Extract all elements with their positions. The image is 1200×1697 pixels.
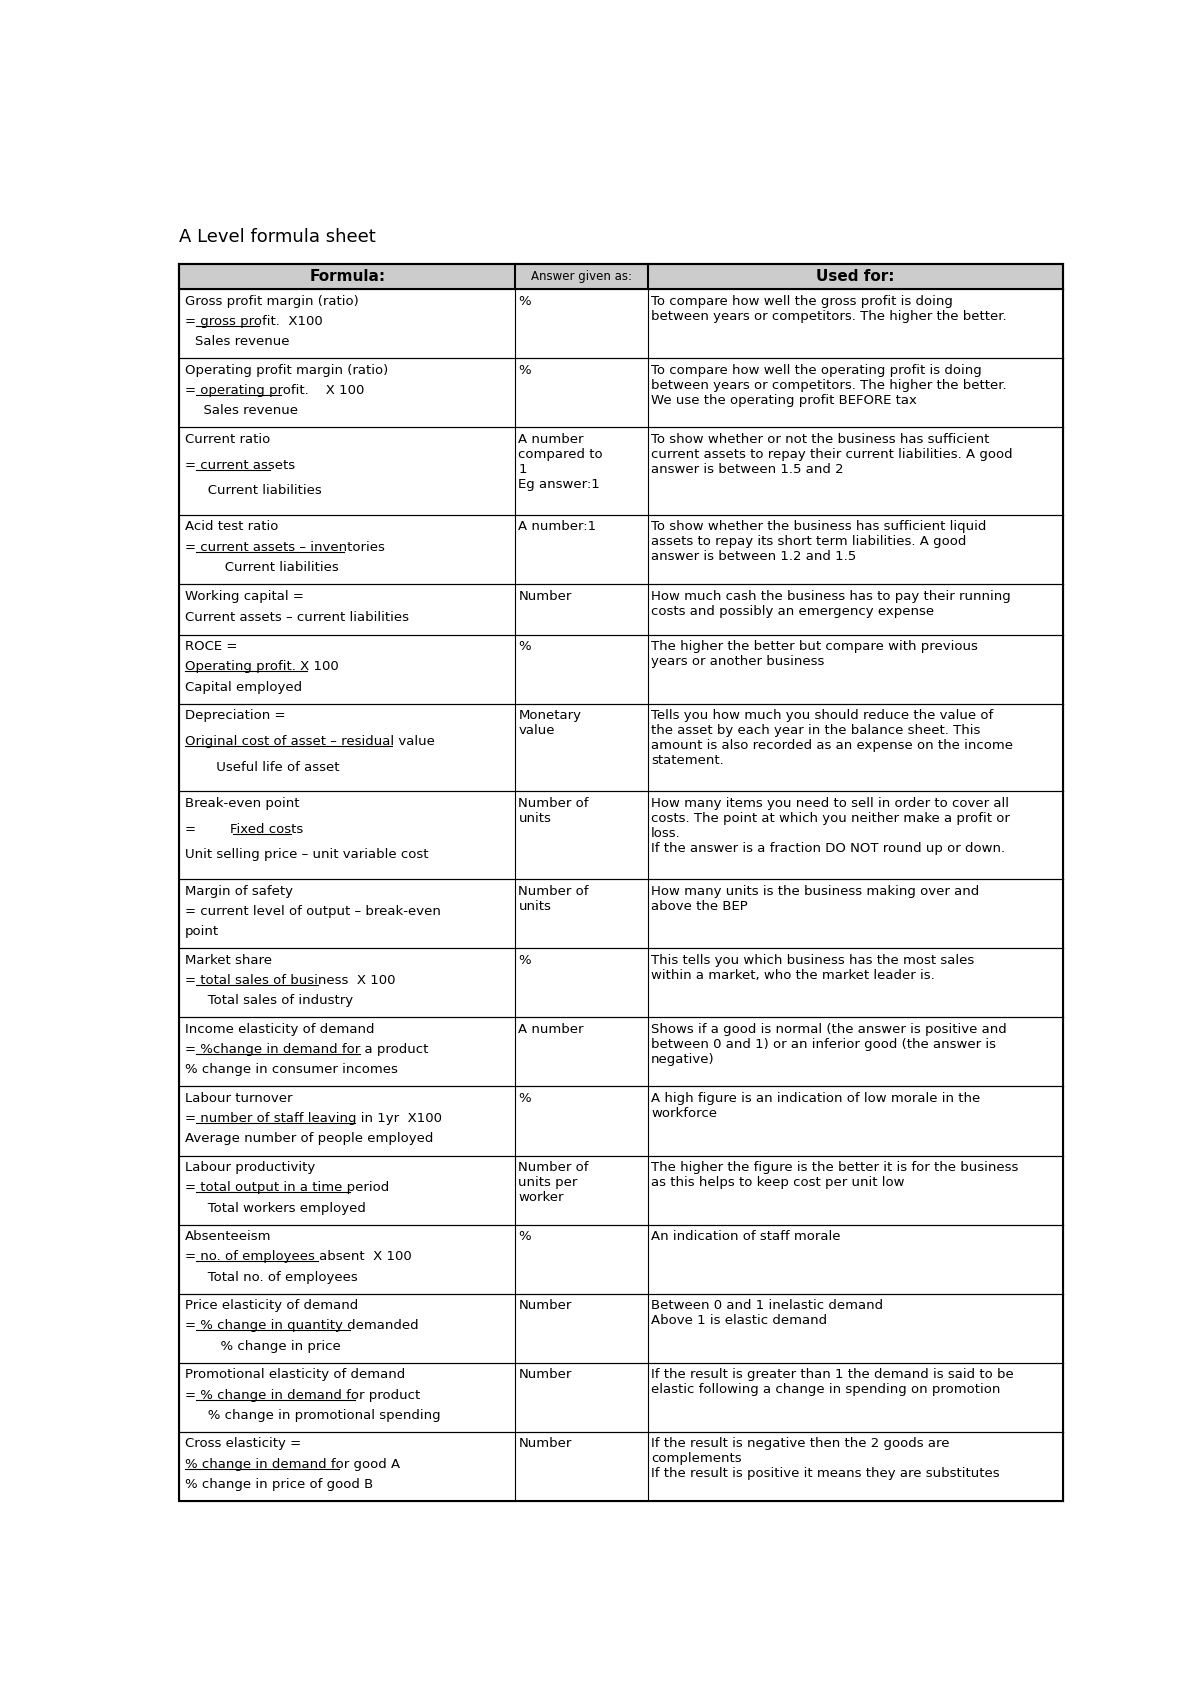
Text: To compare how well the operating profit is doing
between years or competitors. : To compare how well the operating profit…: [650, 363, 1007, 407]
Text: = number of staff leaving in 1yr  X100: = number of staff leaving in 1yr X100: [185, 1112, 442, 1125]
Text: Current assets – current liabilities: Current assets – current liabilities: [185, 611, 409, 623]
Text: A number
compared to
1
Eg answer:1: A number compared to 1 Eg answer:1: [518, 433, 604, 490]
Text: =        Fixed costs: = Fixed costs: [185, 823, 304, 835]
Text: = % change in quantity demanded: = % change in quantity demanded: [185, 1320, 419, 1332]
Text: Formula:: Formula:: [310, 268, 385, 283]
Text: Income elasticity of demand: Income elasticity of demand: [185, 1023, 374, 1035]
Text: Labour productivity: Labour productivity: [185, 1161, 316, 1174]
Text: Gross profit margin (ratio): Gross profit margin (ratio): [185, 295, 359, 307]
Text: Number: Number: [518, 1368, 572, 1381]
Text: Capital employed: Capital employed: [185, 680, 302, 694]
Text: Margin of safety: Margin of safety: [185, 884, 293, 898]
Text: Labour turnover: Labour turnover: [185, 1091, 293, 1105]
Text: %: %: [518, 363, 532, 377]
Text: This tells you which business has the most sales
within a market, who the market: This tells you which business has the mo…: [650, 954, 974, 981]
Text: Current ratio: Current ratio: [185, 433, 270, 446]
Text: %: %: [518, 1091, 532, 1105]
Text: Price elasticity of demand: Price elasticity of demand: [185, 1300, 358, 1312]
Text: Promotional elasticity of demand: Promotional elasticity of demand: [185, 1368, 406, 1381]
Text: Break-even point: Break-even point: [185, 798, 299, 809]
Text: Cross elasticity =: Cross elasticity =: [185, 1437, 301, 1451]
Text: Number: Number: [518, 589, 572, 602]
Text: The higher the better but compare with previous
years or another business: The higher the better but compare with p…: [650, 640, 978, 669]
Text: If the result is negative then the 2 goods are
complements
If the result is posi: If the result is negative then the 2 goo…: [650, 1437, 1000, 1480]
Text: ROCE =: ROCE =: [185, 640, 238, 653]
Text: The higher the figure is the better it is for the business
as this helps to keep: The higher the figure is the better it i…: [650, 1161, 1019, 1190]
Text: Between 0 and 1 inelastic demand
Above 1 is elastic demand: Between 0 and 1 inelastic demand Above 1…: [650, 1300, 883, 1327]
Text: Current liabilities: Current liabilities: [194, 484, 322, 497]
Text: Unit selling price – unit variable cost: Unit selling price – unit variable cost: [185, 848, 428, 862]
Text: % change in price: % change in price: [194, 1341, 341, 1353]
Text: % change in consumer incomes: % change in consumer incomes: [185, 1064, 397, 1076]
Text: = current level of output – break-even: = current level of output – break-even: [185, 905, 440, 918]
Text: = %change in demand for a product: = %change in demand for a product: [185, 1044, 428, 1056]
Text: Sales revenue: Sales revenue: [194, 336, 289, 348]
Text: To show whether the business has sufficient liquid
assets to repay its short ter: To show whether the business has suffici…: [650, 521, 986, 563]
Text: Shows if a good is normal (the answer is positive and
between 0 and 1) or an inf: Shows if a good is normal (the answer is…: [650, 1023, 1007, 1066]
Text: = total output in a time period: = total output in a time period: [185, 1181, 389, 1195]
Text: An indication of staff morale: An indication of staff morale: [650, 1230, 840, 1242]
Text: Original cost of asset – residual value: Original cost of asset – residual value: [185, 735, 434, 748]
Text: = current assets: = current assets: [185, 458, 295, 472]
Text: Sales revenue: Sales revenue: [194, 404, 298, 417]
Text: % change in promotional spending: % change in promotional spending: [194, 1409, 440, 1422]
Text: To show whether or not the business has sufficient
current assets to repay their: To show whether or not the business has …: [650, 433, 1013, 475]
Text: Used for:: Used for:: [816, 268, 894, 283]
Text: Number of
units per
worker: Number of units per worker: [518, 1161, 589, 1203]
Text: Operating profit. X 100: Operating profit. X 100: [185, 660, 338, 674]
Text: Market share: Market share: [185, 954, 272, 967]
Text: = no. of employees absent  X 100: = no. of employees absent X 100: [185, 1251, 412, 1263]
Text: % change in price of good B: % change in price of good B: [185, 1478, 373, 1492]
Text: How many items you need to sell in order to cover all
costs. The point at which : How many items you need to sell in order…: [650, 798, 1010, 855]
Text: Number: Number: [518, 1300, 572, 1312]
Text: To compare how well the gross profit is doing
between years or competitors. The : To compare how well the gross profit is …: [650, 295, 1007, 322]
Text: Absenteeism: Absenteeism: [185, 1230, 271, 1242]
Text: Operating profit margin (ratio): Operating profit margin (ratio): [185, 363, 388, 377]
Text: Total no. of employees: Total no. of employees: [194, 1271, 358, 1283]
Text: point: point: [185, 925, 220, 938]
Text: %: %: [518, 1230, 532, 1242]
Text: Number of
units: Number of units: [518, 884, 589, 913]
Text: Number: Number: [518, 1437, 572, 1451]
Text: Useful life of asset: Useful life of asset: [194, 760, 340, 774]
Text: How many units is the business making over and
above the BEP: How many units is the business making ov…: [650, 884, 979, 913]
Bar: [180, 263, 1063, 288]
Text: Depreciation =: Depreciation =: [185, 709, 286, 723]
Text: = gross profit.  X100: = gross profit. X100: [185, 316, 323, 328]
Text: Acid test ratio: Acid test ratio: [185, 521, 278, 533]
Text: = % change in demand for product: = % change in demand for product: [185, 1388, 420, 1402]
Text: Number of
units: Number of units: [518, 798, 589, 825]
Text: % change in demand for good A: % change in demand for good A: [185, 1458, 400, 1471]
Text: = operating profit.    X 100: = operating profit. X 100: [185, 384, 365, 397]
Text: If the result is greater than 1 the demand is said to be
elastic following a cha: If the result is greater than 1 the dema…: [650, 1368, 1014, 1397]
Text: Tells you how much you should reduce the value of
the asset by each year in the : Tells you how much you should reduce the…: [650, 709, 1013, 767]
Text: Working capital =: Working capital =: [185, 589, 304, 602]
Text: A number: A number: [518, 1023, 584, 1035]
Text: = current assets – inventories: = current assets – inventories: [185, 541, 385, 553]
Text: A number:1: A number:1: [518, 521, 596, 533]
Text: Average number of people employed: Average number of people employed: [185, 1132, 433, 1145]
Text: Total workers employed: Total workers employed: [194, 1201, 366, 1215]
Text: How much cash the business has to pay their running
costs and possibly an emerge: How much cash the business has to pay th…: [650, 589, 1010, 618]
Text: Answer given as:: Answer given as:: [530, 270, 632, 283]
Text: %: %: [518, 640, 532, 653]
Text: = total sales of business  X 100: = total sales of business X 100: [185, 974, 395, 988]
Text: A high figure is an indication of low morale in the
workforce: A high figure is an indication of low mo…: [650, 1091, 980, 1120]
Text: A Level formula sheet: A Level formula sheet: [180, 229, 377, 246]
Text: Current liabilities: Current liabilities: [194, 562, 338, 574]
Text: Total sales of industry: Total sales of industry: [194, 994, 353, 1008]
Text: Monetary
value: Monetary value: [518, 709, 582, 736]
Text: %: %: [518, 954, 532, 967]
Text: %: %: [518, 295, 532, 307]
